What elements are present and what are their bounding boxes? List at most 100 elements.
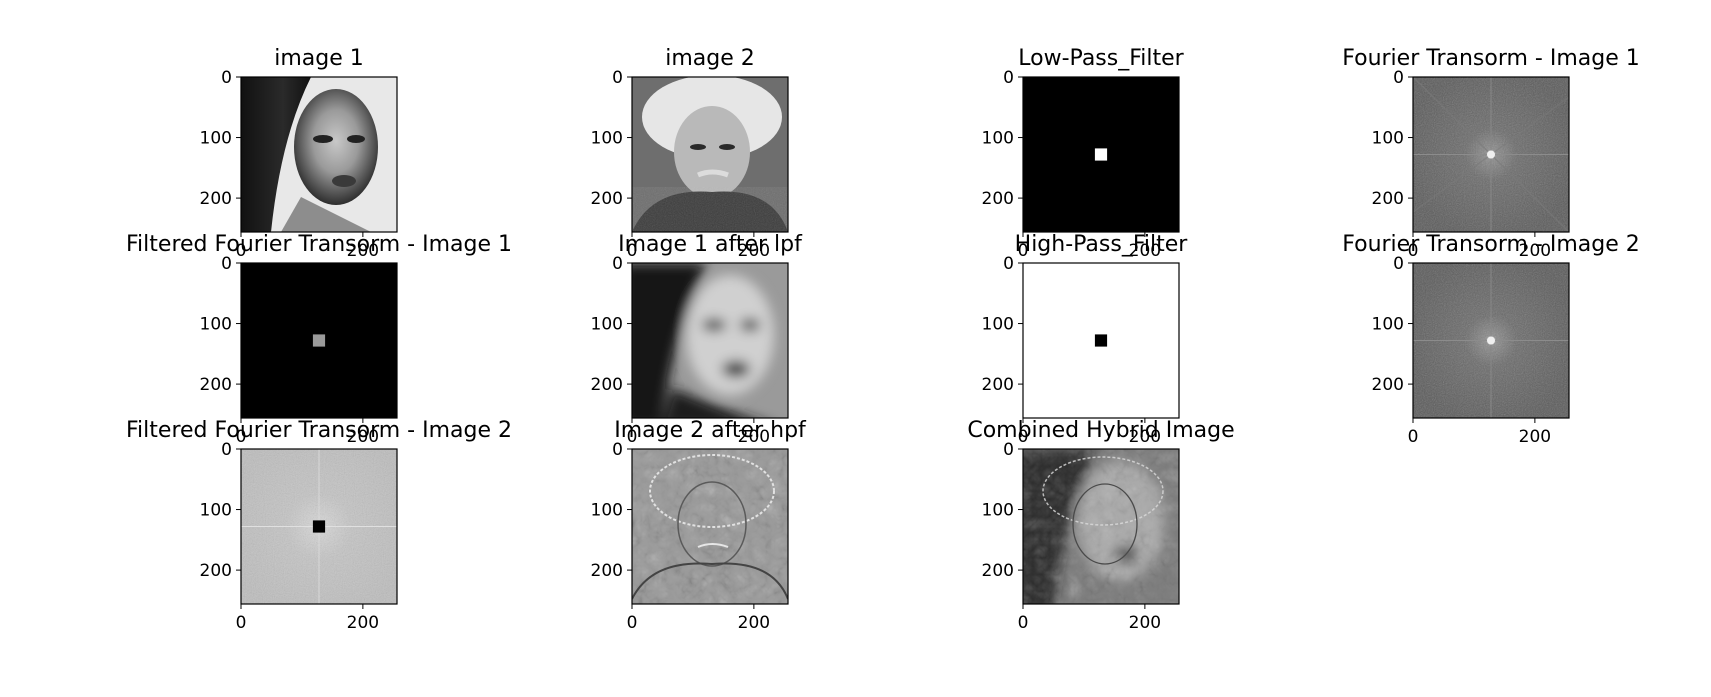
x-tick-label: 200 [1129, 613, 1161, 633]
panel-7: 0 100 200 0 200 [982, 254, 1180, 447]
axes-frame [1022, 76, 1180, 233]
panel-title: image 1 [274, 46, 364, 71]
x-tick-label: 0 [627, 613, 638, 633]
y-tick-label: 0 [1003, 254, 1014, 274]
panel-10: 0 100 200 0 200 [591, 440, 789, 633]
y-tick-label: 200 [1372, 375, 1404, 395]
panel-title: Low-Pass_Filter [1018, 46, 1184, 71]
y-tick-label: 200 [200, 189, 232, 209]
axes-frame [240, 448, 398, 605]
x-tick-label: 200 [1519, 427, 1551, 447]
x-tick-label: 200 [738, 613, 770, 633]
panel-5: 0 100 200 0 200 [200, 254, 398, 447]
x-tick-label: 0 [627, 241, 638, 261]
y-tick-label: 100 [982, 501, 1014, 521]
panel-title: Image 1 after lpf [618, 232, 803, 257]
x-tick-label: 200 [1129, 427, 1161, 447]
image-content [632, 449, 788, 604]
y-tick-label: 0 [221, 68, 232, 88]
axes-frame [240, 76, 398, 233]
panel-2: 0 100 200 0 200 [591, 68, 789, 261]
axes-frame [1022, 262, 1180, 419]
panel-8: 0 100 200 0 200 [1372, 254, 1570, 447]
y-tick-label: 200 [982, 375, 1014, 395]
y-tick-label: 0 [1003, 68, 1014, 88]
panel-title: High-Pass_Filter [1015, 232, 1189, 257]
image-content [1413, 263, 1569, 418]
axes-frame [1412, 262, 1570, 419]
y-tick-label: 0 [612, 254, 623, 274]
x-tick-label: 200 [347, 613, 379, 633]
y-tick-label: 200 [200, 375, 232, 395]
panel-4: 0 100 200 0 200 [1372, 68, 1570, 261]
image-content [241, 263, 397, 418]
y-tick-label: 200 [591, 189, 623, 209]
panel-title: image 2 [665, 46, 755, 71]
x-tick-label: 0 [236, 241, 247, 261]
y-tick-label: 100 [982, 315, 1014, 335]
y-tick-label: 100 [591, 129, 623, 149]
mask-square [1094, 334, 1108, 347]
y-tick-label: 0 [221, 254, 232, 274]
x-tick-label: 0 [1018, 613, 1029, 633]
panel-3: 0 100 200 0 200 [982, 68, 1180, 261]
panel-1: 0 100 200 0 200 [200, 68, 398, 261]
axes-frame [631, 262, 789, 419]
y-tick-label: 200 [982, 561, 1014, 581]
y-tick-label: 200 [1372, 189, 1404, 209]
image-content [632, 263, 788, 418]
panel-title: Fourier Transorm - Image 1 [1342, 46, 1640, 71]
y-tick-label: 100 [982, 129, 1014, 149]
x-tick-label: 0 [236, 427, 247, 447]
y-tick-label: 0 [1003, 440, 1014, 460]
x-tick-label: 200 [347, 427, 379, 447]
x-tick-label: 200 [347, 241, 379, 261]
x-tick-label: 200 [738, 241, 770, 261]
panel-title: Filtered Fourier Transorm - Image 1 [126, 232, 512, 257]
x-tick-label: 0 [1408, 427, 1419, 447]
image-content [1023, 77, 1179, 232]
x-tick-label: 0 [236, 613, 247, 633]
x-tick-label: 0 [1018, 427, 1029, 447]
axes-frame [631, 76, 789, 233]
y-tick-label: 100 [200, 129, 232, 149]
y-tick-label: 100 [200, 501, 232, 521]
y-tick-label: 100 [1372, 315, 1404, 335]
panel-title: Filtered Fourier Transorm - Image 2 [126, 418, 512, 443]
y-tick-label: 200 [591, 561, 623, 581]
axes-frame [631, 448, 789, 605]
panel-9: 0 100 200 0 200 [200, 440, 398, 633]
y-tick-label: 200 [591, 375, 623, 395]
y-tick-label: 0 [1393, 254, 1404, 274]
axes-frame [1022, 448, 1180, 605]
x-tick-label: 200 [1519, 241, 1551, 261]
panel-title: Combined Hybrid Image [967, 418, 1234, 443]
y-tick-label: 200 [982, 189, 1014, 209]
image-content [632, 77, 788, 232]
y-tick-label: 200 [200, 561, 232, 581]
panel-title: Fourier Transorm - Image 2 [1342, 232, 1640, 257]
y-tick-label: 100 [1372, 129, 1404, 149]
axes-frame [1412, 76, 1570, 233]
image-content [1023, 449, 1179, 604]
y-tick-label: 0 [1393, 68, 1404, 88]
axes-frame [240, 262, 398, 419]
x-tick-label: 0 [627, 427, 638, 447]
image-content [241, 77, 397, 232]
y-tick-label: 100 [200, 315, 232, 335]
mask-square [312, 520, 326, 533]
y-tick-label: 100 [591, 315, 623, 335]
x-tick-label: 0 [1408, 241, 1419, 261]
mask-square [312, 334, 326, 347]
y-tick-label: 100 [591, 501, 623, 521]
panel-11: 0 100 200 0 200 [982, 440, 1180, 633]
panel-6: 0 100 200 0 200 [591, 254, 789, 447]
image-content [241, 449, 397, 604]
x-tick-label: 200 [1129, 241, 1161, 261]
x-tick-label: 0 [1018, 241, 1029, 261]
image-content [1023, 263, 1179, 418]
image-content [1413, 77, 1569, 232]
y-tick-label: 0 [612, 440, 623, 460]
y-tick-label: 0 [221, 440, 232, 460]
